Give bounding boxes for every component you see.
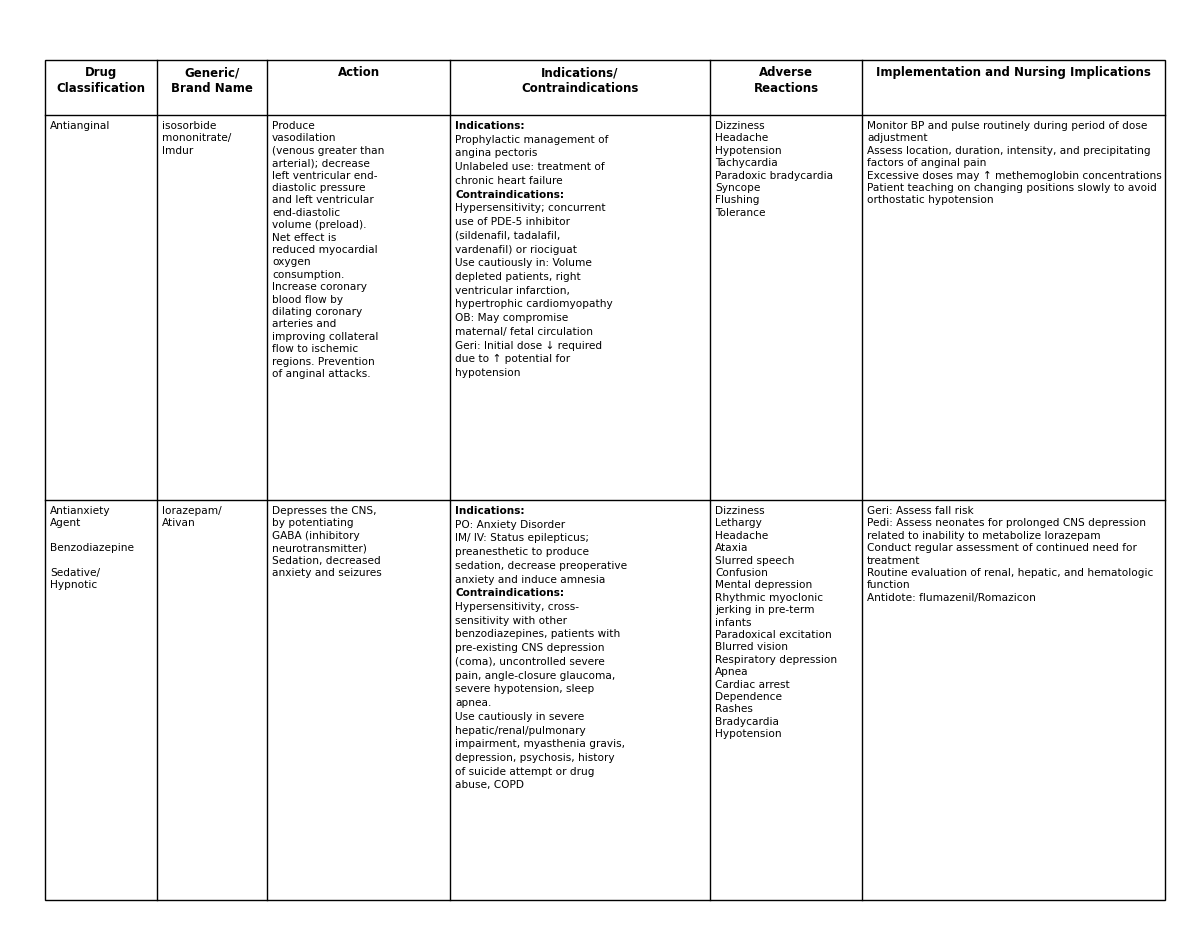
Text: maternal/ fetal circulation: maternal/ fetal circulation (455, 327, 593, 337)
Text: Antianginal: Antianginal (50, 121, 110, 131)
Text: benzodiazepines, patients with: benzodiazepines, patients with (455, 629, 620, 640)
Text: pain, angle-closure glaucoma,: pain, angle-closure glaucoma, (455, 670, 616, 680)
Text: angina pectoris: angina pectoris (455, 148, 538, 159)
Text: use of PDE-5 inhibitor: use of PDE-5 inhibitor (455, 217, 570, 227)
Text: Use cautiously in: Volume: Use cautiously in: Volume (455, 259, 592, 268)
Text: anxiety and induce amnesia: anxiety and induce amnesia (455, 575, 605, 585)
Text: Antianxiety
Agent

Benzodiazepine

Sedative/
Hypnotic: Antianxiety Agent Benzodiazepine Sedativ… (50, 506, 134, 590)
Text: Monitor BP and pulse routinely during period of dose
adjustment
Assess location,: Monitor BP and pulse routinely during pe… (866, 121, 1162, 206)
Text: Use cautiously in severe: Use cautiously in severe (455, 712, 584, 722)
Text: lorazepam/
Ativan: lorazepam/ Ativan (162, 506, 222, 528)
Text: Drug
Classification: Drug Classification (56, 66, 145, 95)
Text: of suicide attempt or drug: of suicide attempt or drug (455, 767, 594, 777)
Text: sensitivity with other: sensitivity with other (455, 616, 568, 626)
Text: abuse, COPD: abuse, COPD (455, 781, 524, 791)
Text: due to ↑ potential for: due to ↑ potential for (455, 354, 570, 364)
Text: (coma), uncontrolled severe: (coma), uncontrolled severe (455, 657, 605, 667)
Text: Depresses the CNS,
by potentiating
GABA (inhibitory
neurotransmitter)
Sedation, : Depresses the CNS, by potentiating GABA … (272, 506, 382, 578)
Text: chronic heart failure: chronic heart failure (455, 176, 563, 186)
Text: Adverse
Reactions: Adverse Reactions (754, 66, 818, 95)
Text: hypertrophic cardiomyopathy: hypertrophic cardiomyopathy (455, 299, 613, 310)
Text: Hypersensitivity, cross-: Hypersensitivity, cross- (455, 602, 580, 612)
Text: Action: Action (337, 66, 379, 79)
Text: Contraindications:: Contraindications: (455, 589, 564, 598)
Text: Geri: Initial dose ↓ required: Geri: Initial dose ↓ required (455, 340, 602, 350)
Text: OB: May compromise: OB: May compromise (455, 313, 569, 324)
Text: Indications/
Contraindications: Indications/ Contraindications (521, 66, 638, 95)
Text: PO: Anxiety Disorder: PO: Anxiety Disorder (455, 520, 565, 529)
Text: Indications:: Indications: (455, 121, 524, 131)
Text: (sildenafil, tadalafil,: (sildenafil, tadalafil, (455, 231, 560, 241)
Text: hepatic/renal/pulmonary: hepatic/renal/pulmonary (455, 726, 586, 735)
Text: vardenafil) or riociguat: vardenafil) or riociguat (455, 245, 577, 255)
Text: Unlabeled use: treatment of: Unlabeled use: treatment of (455, 162, 605, 172)
Text: impairment, myasthenia gravis,: impairment, myasthenia gravis, (455, 739, 625, 749)
Text: isosorbide
mononitrate/
Imdur: isosorbide mononitrate/ Imdur (162, 121, 232, 156)
Text: Generic/
Brand Name: Generic/ Brand Name (172, 66, 253, 95)
Text: IM/ IV: Status epilepticus;: IM/ IV: Status epilepticus; (455, 533, 589, 543)
Text: Contraindications:: Contraindications: (455, 190, 564, 199)
Text: apnea.: apnea. (455, 698, 491, 708)
Text: pre-existing CNS depression: pre-existing CNS depression (455, 643, 605, 654)
Text: Dizziness
Lethargy
Headache
Ataxia
Slurred speech
Confusion
Mental depression
Rh: Dizziness Lethargy Headache Ataxia Slurr… (715, 506, 838, 739)
Text: ventricular infarction,: ventricular infarction, (455, 286, 570, 296)
Text: sedation, decrease preoperative: sedation, decrease preoperative (455, 561, 628, 571)
Text: depression, psychosis, history: depression, psychosis, history (455, 753, 614, 763)
Text: Implementation and Nursing Implications: Implementation and Nursing Implications (876, 66, 1151, 79)
Text: Produce
vasodilation
(venous greater than
arterial); decrease
left ventricular e: Produce vasodilation (venous greater tha… (272, 121, 384, 379)
Text: Indications:: Indications: (455, 506, 524, 516)
Text: Geri: Assess fall risk
Pedi: Assess neonates for prolonged CNS depression
relate: Geri: Assess fall risk Pedi: Assess neon… (866, 506, 1153, 603)
Text: severe hypotension, sleep: severe hypotension, sleep (455, 684, 594, 694)
Text: Dizziness
Headache
Hypotension
Tachycardia
Paradoxic bradycardia
Syncope
Flushin: Dizziness Headache Hypotension Tachycard… (715, 121, 833, 218)
Text: Prophylactic management of: Prophylactic management of (455, 134, 608, 145)
Text: Hypersensitivity; concurrent: Hypersensitivity; concurrent (455, 203, 606, 213)
Text: hypotension: hypotension (455, 368, 521, 378)
Text: depleted patients, right: depleted patients, right (455, 272, 581, 282)
Text: preanesthetic to produce: preanesthetic to produce (455, 547, 589, 557)
